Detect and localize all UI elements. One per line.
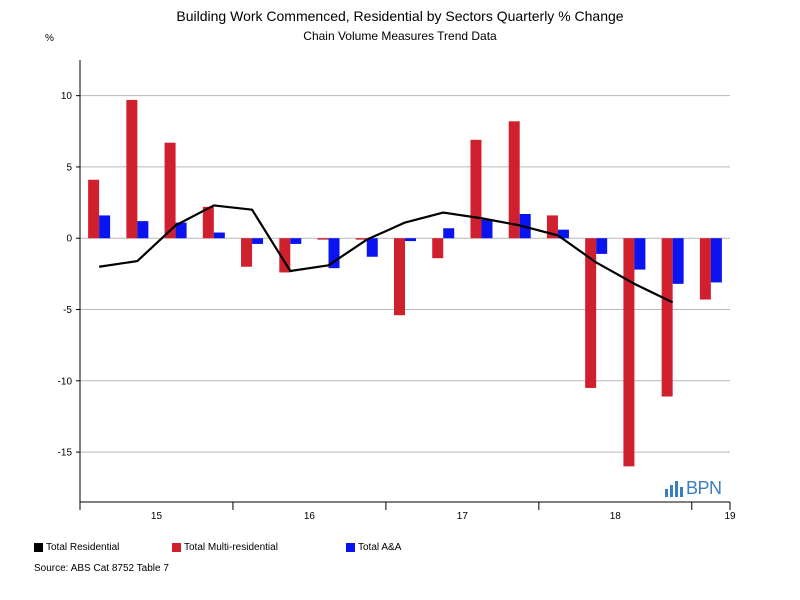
legend-swatch <box>34 543 43 552</box>
bar-total-multi-residential <box>126 99 138 239</box>
bar-total-a-a <box>596 238 608 254</box>
bar-total-multi-residential <box>508 121 520 239</box>
legend-item-total-multi-residential: Total Multi-residential <box>172 542 278 553</box>
bpn-logo-icon <box>665 481 683 497</box>
bar-total-a-a <box>481 219 493 239</box>
bar-total-multi-residential <box>432 238 444 259</box>
bar-total-multi-residential <box>279 238 291 273</box>
y-tick-label: -15 <box>58 448 73 459</box>
y-tick-label: 10 <box>61 91 73 102</box>
source-note: Source: ABS Cat 8752 Table 7 <box>34 563 169 574</box>
legend-swatch <box>172 543 181 552</box>
bar-total-a-a <box>405 238 416 242</box>
bar-series <box>88 99 722 467</box>
legend-label: Total Residential <box>46 542 120 553</box>
bar-total-a-a <box>557 229 569 239</box>
bar-total-a-a <box>366 238 378 257</box>
bar-total-a-a <box>252 238 264 244</box>
bar-total-a-a <box>443 228 455 239</box>
bar-total-multi-residential <box>202 206 214 239</box>
bar-total-multi-residential <box>585 238 597 388</box>
bpn-logo-text: BPN <box>686 478 722 498</box>
y-tick-label: -5 <box>63 305 72 316</box>
x-tick-label: 19 <box>724 511 736 522</box>
legend-item-total-residential: Total Residential <box>34 542 119 553</box>
x-tick-label: 18 <box>610 511 622 522</box>
legend-item-total-aa: Total A&A <box>346 542 401 553</box>
tick-labels: 10 5 0 -5 -10 -15 15 16 17 18 19 <box>58 91 736 522</box>
bar-total-multi-residential <box>355 238 367 240</box>
bar-total-a-a <box>328 238 340 269</box>
bar-total-a-a <box>175 222 187 239</box>
legend-swatch <box>346 543 355 552</box>
bar-total-multi-residential <box>88 179 100 239</box>
legend-label: Total Multi-residential <box>184 542 278 553</box>
bar-total-a-a <box>99 215 111 239</box>
bar-total-multi-residential <box>661 238 673 397</box>
x-tick-label: 15 <box>151 511 163 522</box>
bar-total-multi-residential <box>470 139 482 239</box>
bar-total-multi-residential <box>394 238 405 316</box>
bar-total-a-a <box>213 232 225 239</box>
bpn-logo: BPN <box>664 479 722 497</box>
line-total-residential <box>98 204 674 304</box>
y-axis-unit: % <box>45 33 54 44</box>
bar-total-a-a <box>672 238 684 284</box>
bar-total-multi-residential <box>241 238 253 267</box>
bar-total-multi-residential <box>317 238 329 240</box>
bar-total-multi-residential <box>546 215 558 239</box>
bar-total-multi-residential <box>164 142 176 239</box>
legend-label: Total A&A <box>358 542 402 553</box>
bar-total-a-a <box>137 221 149 239</box>
axes <box>76 60 731 510</box>
bar-total-a-a <box>710 238 722 283</box>
x-tick-label: 17 <box>457 511 469 522</box>
y-tick-label: -10 <box>58 376 73 387</box>
bar-total-a-a <box>290 238 302 244</box>
y-tick-label: 5 <box>66 162 72 173</box>
line-series <box>98 204 674 304</box>
bar-total-a-a <box>634 238 646 270</box>
chart-title: Building Work Commenced, Residential by … <box>176 8 624 24</box>
x-tick-label: 16 <box>304 511 316 522</box>
chart-subtitle: Chain Volume Measures Trend Data <box>303 29 497 43</box>
y-tick-label: 0 <box>66 234 72 245</box>
bar-total-multi-residential <box>623 238 635 467</box>
bar-total-multi-residential <box>699 238 711 300</box>
